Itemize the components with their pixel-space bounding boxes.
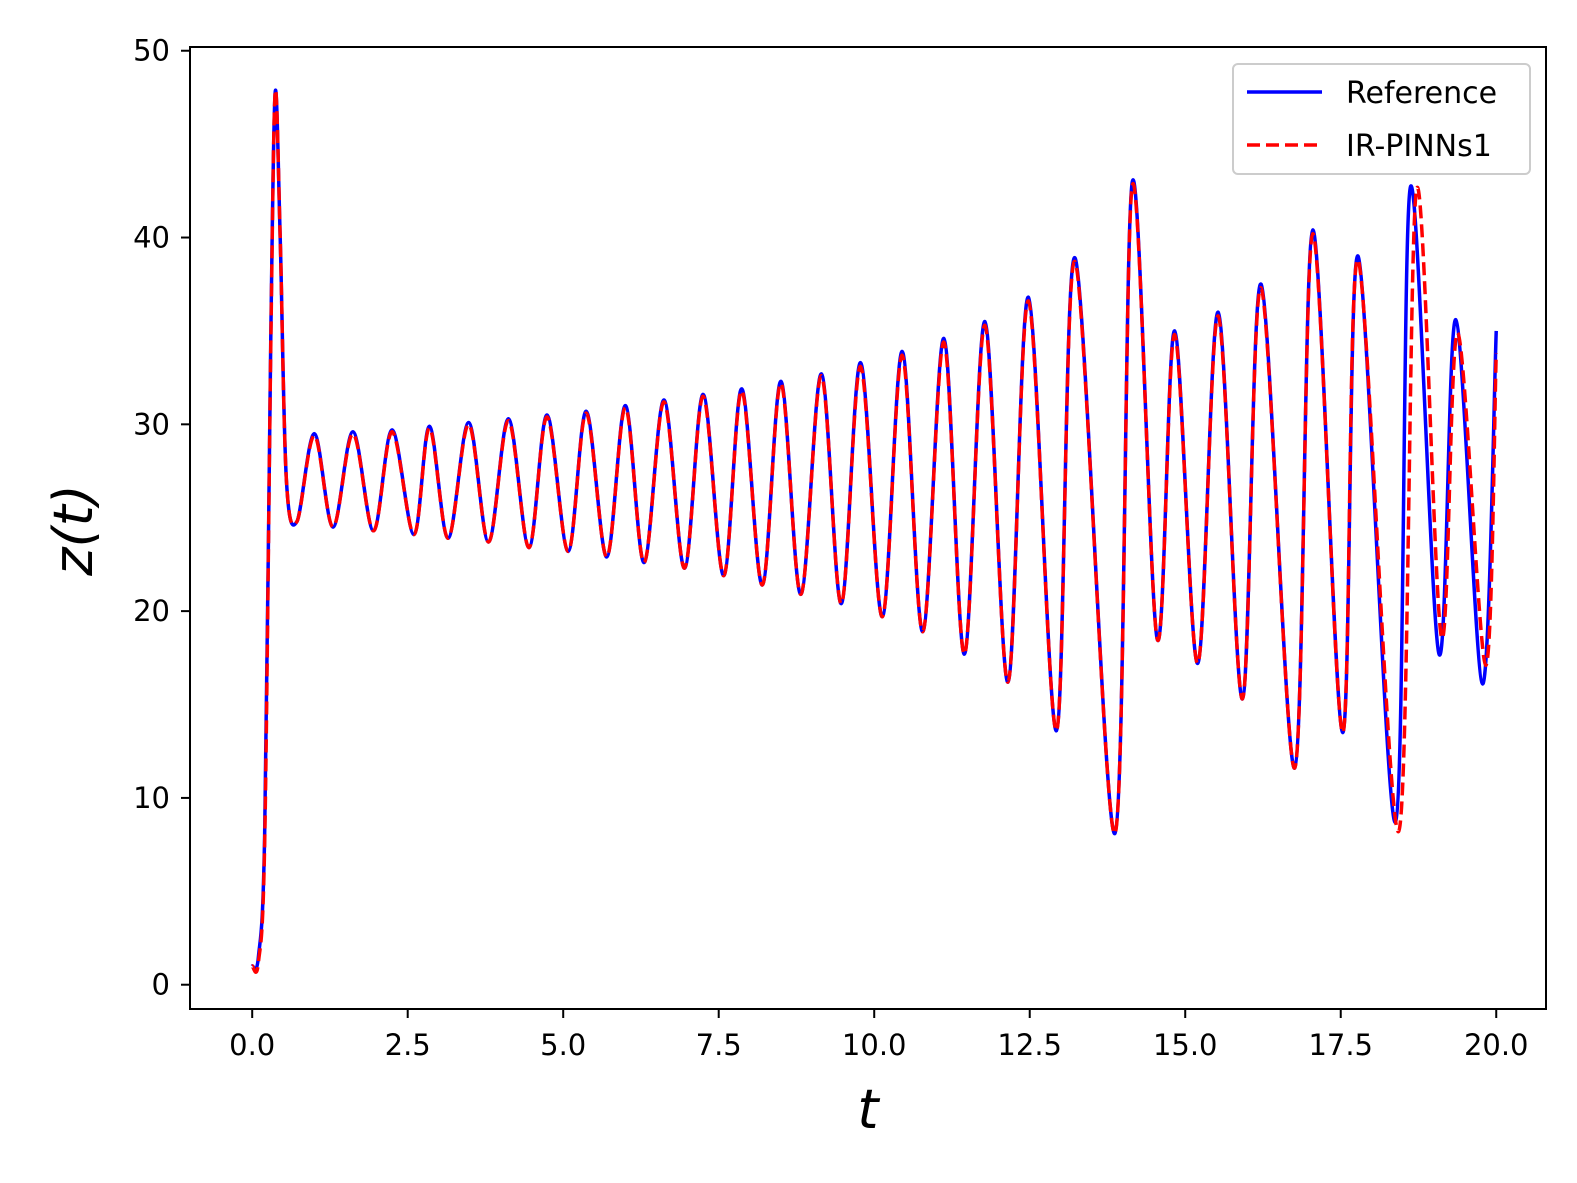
x-tick-label: 2.5	[385, 1028, 431, 1062]
x-tick-label: 20.0	[1464, 1028, 1529, 1062]
y-axis-label: z(t)	[42, 484, 105, 577]
x-tick-label: 12.5	[997, 1028, 1062, 1062]
x-axis: 0.0 2.5 5.0 7.5 10.0 12.5 15.0 17.5 20.0	[229, 1009, 1529, 1062]
legend: Reference IR-PINNs1	[1232, 63, 1531, 175]
series-line-ir-pinns1	[250, 88, 1498, 974]
plot-lines	[250, 88, 1498, 974]
y-tick-label: 50	[133, 34, 170, 68]
series-line-reference	[250, 88, 1498, 971]
y-axis: 0 10 20 30 40 50	[133, 34, 190, 1002]
x-tick-label: 10.0	[842, 1028, 907, 1062]
x-axis-label: t	[857, 1078, 880, 1141]
plot-frame	[189, 46, 1547, 1010]
x-tick-label: 0.0	[229, 1028, 275, 1062]
y-tick-label: 10	[133, 781, 170, 815]
y-tick-label: 40	[133, 221, 170, 255]
y-tick-label: 20	[133, 594, 170, 628]
y-tick-label: 0	[152, 968, 170, 1002]
x-tick-label: 17.5	[1308, 1028, 1373, 1062]
x-tick-label: 7.5	[696, 1028, 742, 1062]
y-tick-label: 30	[133, 407, 170, 441]
x-tick-label: 5.0	[540, 1028, 586, 1062]
legend-label-ir-pinns1: IR-PINNs1	[1346, 129, 1492, 164]
legend-label-reference: Reference	[1346, 76, 1497, 111]
x-tick-label: 15.0	[1153, 1028, 1218, 1062]
